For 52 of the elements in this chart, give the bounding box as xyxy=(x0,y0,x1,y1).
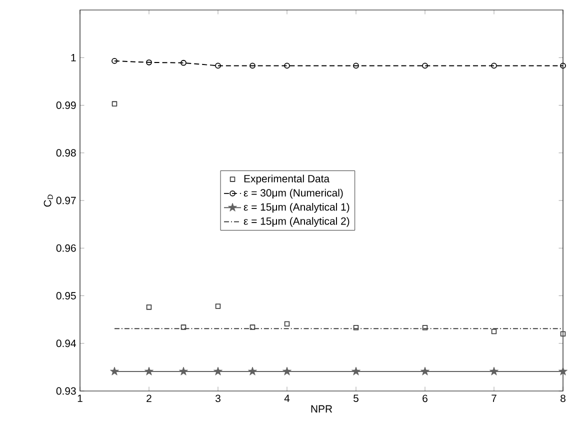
x-tick-label: 4 xyxy=(284,394,290,402)
point xyxy=(491,328,497,334)
point xyxy=(146,59,152,66)
x-tick-label: 3 xyxy=(215,394,220,402)
point xyxy=(146,304,152,310)
x-tick-label: 6 xyxy=(422,394,428,402)
point xyxy=(112,58,118,64)
point xyxy=(353,325,359,330)
point xyxy=(560,62,566,69)
x-tick-label: 1 xyxy=(78,394,82,402)
point xyxy=(284,321,290,326)
point xyxy=(215,62,221,69)
y-tick-label: 0.93 xyxy=(56,387,76,395)
y-tick-label: 0.98 xyxy=(56,149,76,157)
legend-label: ε = 15μm (Analytical 1) xyxy=(244,202,350,213)
point xyxy=(282,366,292,376)
x-tick-label: 7 xyxy=(492,394,496,402)
point xyxy=(110,366,119,376)
point xyxy=(420,366,430,376)
y-tick-label: 1 xyxy=(71,54,76,62)
legend-label: ε = 30μm (Numerical) xyxy=(244,188,343,199)
point xyxy=(422,325,428,330)
legend-label: ε = 15μm (Analytical 2) xyxy=(244,217,350,227)
x-tick-label: 2 xyxy=(146,394,152,402)
point xyxy=(214,366,222,376)
y-tick-label: 0.97 xyxy=(56,196,76,204)
point xyxy=(248,366,257,376)
point xyxy=(250,62,256,69)
point xyxy=(179,366,188,376)
point xyxy=(180,60,186,66)
point xyxy=(180,324,186,330)
y-tick-label: 0.94 xyxy=(56,340,76,348)
x-tick-label: 8 xyxy=(560,394,566,402)
point xyxy=(250,324,256,330)
y-axis-title: C$_{D}$ xyxy=(44,194,53,207)
point xyxy=(144,366,154,376)
point xyxy=(491,62,497,69)
y-tick-label: 0.96 xyxy=(56,244,76,252)
point xyxy=(490,366,498,376)
y-tick-label: 0.99 xyxy=(56,102,76,109)
point xyxy=(422,62,428,69)
y-tick-label: 0.95 xyxy=(56,292,76,300)
point xyxy=(560,331,566,336)
x-tick-label: 5 xyxy=(354,394,358,402)
point xyxy=(112,101,118,106)
point xyxy=(558,366,568,376)
point xyxy=(215,304,221,309)
point xyxy=(352,366,360,376)
x-axis-title: NPR xyxy=(311,405,332,412)
legend-label: Experimental Data xyxy=(244,174,330,184)
point xyxy=(353,62,359,69)
point xyxy=(284,62,290,69)
